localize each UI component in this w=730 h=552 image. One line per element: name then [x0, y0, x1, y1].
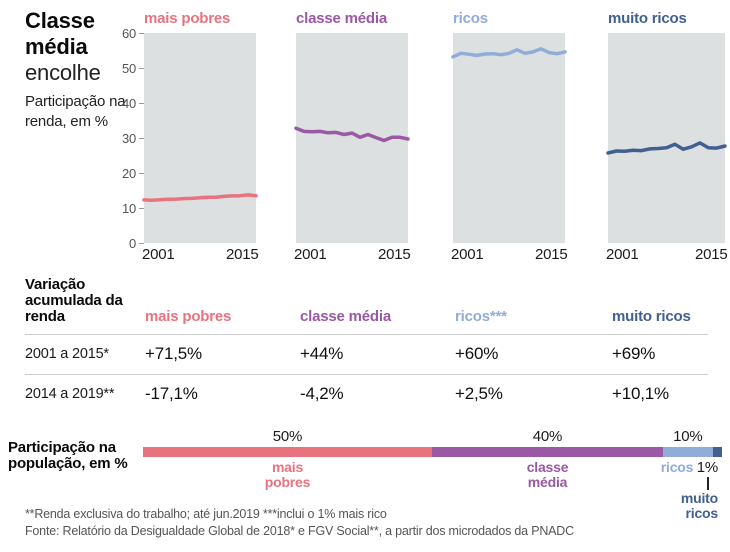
pct-label-classe-media: 40%	[532, 428, 563, 445]
table-title: Variação acumulada da renda	[25, 276, 123, 325]
y-tick-mark	[139, 103, 144, 104]
x-tick-label: 2001	[294, 246, 327, 263]
y-tick-mark	[139, 208, 144, 209]
row-label: 2001 a 2015*	[25, 346, 109, 362]
y-tick-label: 20	[121, 166, 136, 181]
bar-segment-mais-pobres	[143, 447, 432, 457]
y-tick-label: 30	[121, 131, 136, 146]
bar-segment-muito-ricos	[712, 447, 722, 457]
title-line: Classe	[25, 8, 95, 33]
title-line: média	[25, 34, 88, 59]
y-tick-label: 0	[128, 236, 136, 251]
chart-title-mais-pobres: mais pobres	[144, 10, 231, 27]
x-tick-label: 2015	[378, 246, 411, 263]
x-tick-label: 2015	[226, 246, 259, 263]
y-tick-mark	[139, 68, 144, 69]
table-row: 2014 a 2019** -17,1% -4,2% +2,5% +10,1%	[25, 374, 708, 414]
pct-label-mais-pobres: 50%	[272, 428, 303, 445]
column-header-mais-pobres: mais pobres	[145, 308, 232, 325]
y-tick-label: 40	[121, 96, 136, 111]
pct-label-muito-ricos: 1%	[696, 459, 718, 476]
table-cell: -4,2%	[300, 384, 344, 403]
table-cell: +2,5%	[455, 384, 503, 403]
pct-label-ricos: 10%	[673, 428, 703, 445]
table-header-row: Variação acumulada da renda mais pobres …	[25, 277, 708, 334]
table-cell: -17,1%	[145, 384, 198, 403]
x-tick-label: 2001	[451, 246, 484, 263]
income-share-axis-title: Participação na renda, em %	[25, 93, 126, 130]
population-share-title: Participação na população, em %	[8, 439, 128, 472]
muito-ricos-pointer-line	[707, 477, 709, 490]
column-header-ricos: ricos***	[455, 308, 507, 325]
line-series-muito-ricos	[606, 141, 727, 155]
x-tick-label: 2001	[142, 246, 175, 263]
line-series-mais-pobres	[142, 193, 258, 203]
x-tick-label: 2015	[695, 246, 728, 263]
footnotes: **Renda exclusiva do trabalho; até jun.2…	[25, 506, 574, 540]
bar-segment-classe-media	[431, 447, 663, 457]
population-pct-labels: 50% 40% 10%	[143, 428, 722, 445]
line-series-ricos	[451, 47, 567, 59]
table-row: 2001 a 2015* +71,5% +44% +60% +69%	[25, 334, 708, 374]
segment-label-mais-pobres: mais pobres	[264, 459, 311, 490]
column-header-muito-ricos: muito ricos	[612, 308, 691, 325]
source-line: Fonte: Relatório da Desigualdade Global …	[25, 524, 574, 538]
chart-title-muito-ricos: muito ricos	[608, 10, 687, 27]
y-tick-mark	[139, 33, 144, 34]
table-cell: +60%	[455, 344, 499, 363]
line-series-classe-media	[294, 126, 410, 143]
x-tick-label: 2015	[535, 246, 568, 263]
line-chart-mais-pobres	[142, 33, 258, 243]
line-chart-muito-ricos	[606, 33, 727, 243]
line-chart-ricos	[451, 33, 567, 243]
x-tick-label: 2001	[606, 246, 639, 263]
y-tick-label: 10	[121, 201, 136, 216]
table-cell: +44%	[300, 344, 344, 363]
y-tick-mark	[139, 243, 144, 244]
y-tick-label: 60	[121, 26, 136, 41]
page-title: Classe média encolhe	[25, 8, 101, 86]
income-variation-table: Variação acumulada da renda mais pobres …	[25, 277, 708, 414]
y-tick-mark	[139, 173, 144, 174]
table-cell: +69%	[612, 344, 656, 363]
title-line: encolhe	[25, 60, 101, 85]
chart-title-ricos: ricos	[453, 10, 488, 27]
line-chart-classe-media	[294, 33, 410, 243]
footnote-line: **Renda exclusiva do trabalho; até jun.2…	[25, 507, 387, 521]
segment-label-muito-ricos: muito ricos	[680, 490, 718, 521]
segment-label-classe-media: classe média	[526, 459, 569, 490]
column-header-classe-media: classe média	[300, 308, 391, 325]
chart-title-classe-media: classe média	[296, 10, 387, 27]
table-cell: +71,5%	[145, 344, 202, 363]
y-tick-mark	[139, 138, 144, 139]
y-tick-label: 50	[121, 61, 136, 76]
segment-label-ricos: ricos	[660, 459, 694, 475]
row-label: 2014 a 2019**	[25, 386, 115, 402]
population-stacked-bar	[143, 447, 722, 457]
table-cell: +10,1%	[612, 384, 669, 403]
bar-segment-ricos	[662, 447, 713, 457]
